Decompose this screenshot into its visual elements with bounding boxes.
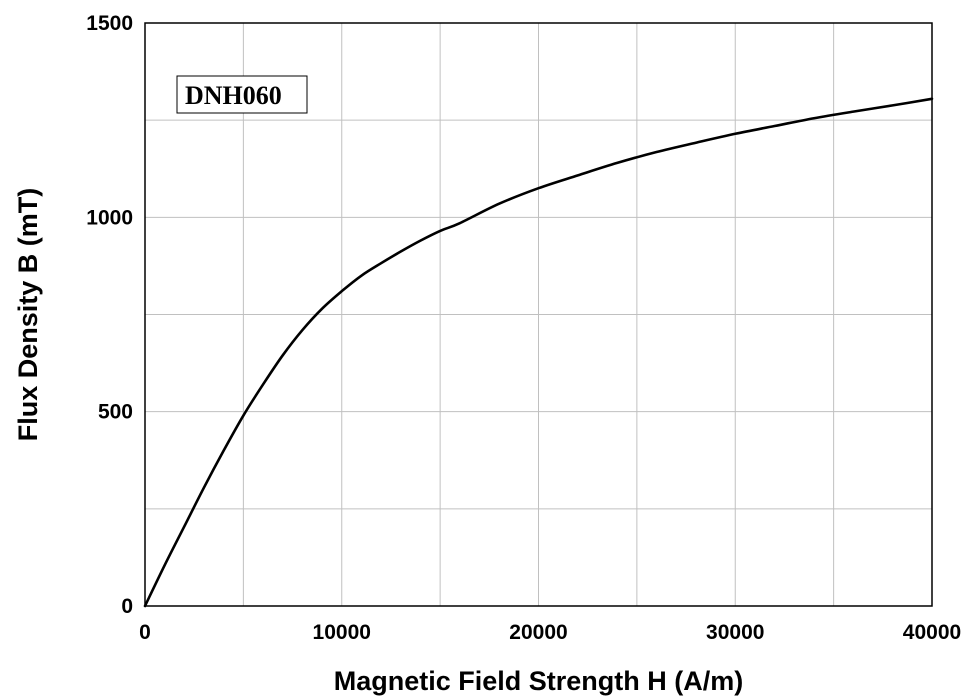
x-tick-labels: 0 10000 20000 30000 40000 bbox=[139, 621, 961, 644]
legend-box-frame bbox=[176, 75, 308, 114]
x-tick-label: 20000 bbox=[509, 621, 567, 644]
y-tick-label: 1500 bbox=[86, 12, 133, 35]
grid bbox=[145, 23, 932, 606]
legend-label: DNH060 bbox=[185, 81, 282, 110]
x-tick-label: 40000 bbox=[903, 621, 961, 644]
series-line-dnh060 bbox=[143, 97, 934, 608]
x-tick-label: 0 bbox=[139, 621, 151, 644]
y-tick-labels: 0 500 1000 1500 bbox=[86, 12, 133, 618]
y-tick-label: 1000 bbox=[86, 206, 133, 229]
x-tick-label: 30000 bbox=[706, 621, 764, 644]
y-tick-label: 500 bbox=[98, 401, 133, 424]
legend-box: DNH060 bbox=[176, 75, 308, 114]
x-tick-label: 10000 bbox=[313, 621, 371, 644]
y-tick-label: 0 bbox=[121, 595, 133, 618]
plot-area-frame bbox=[144, 22, 933, 607]
series-layer bbox=[143, 97, 934, 608]
x-axis-title: Magnetic Field Strength H (A/m) bbox=[334, 666, 744, 696]
y-axis-title: Flux Density B (mT) bbox=[13, 188, 43, 442]
